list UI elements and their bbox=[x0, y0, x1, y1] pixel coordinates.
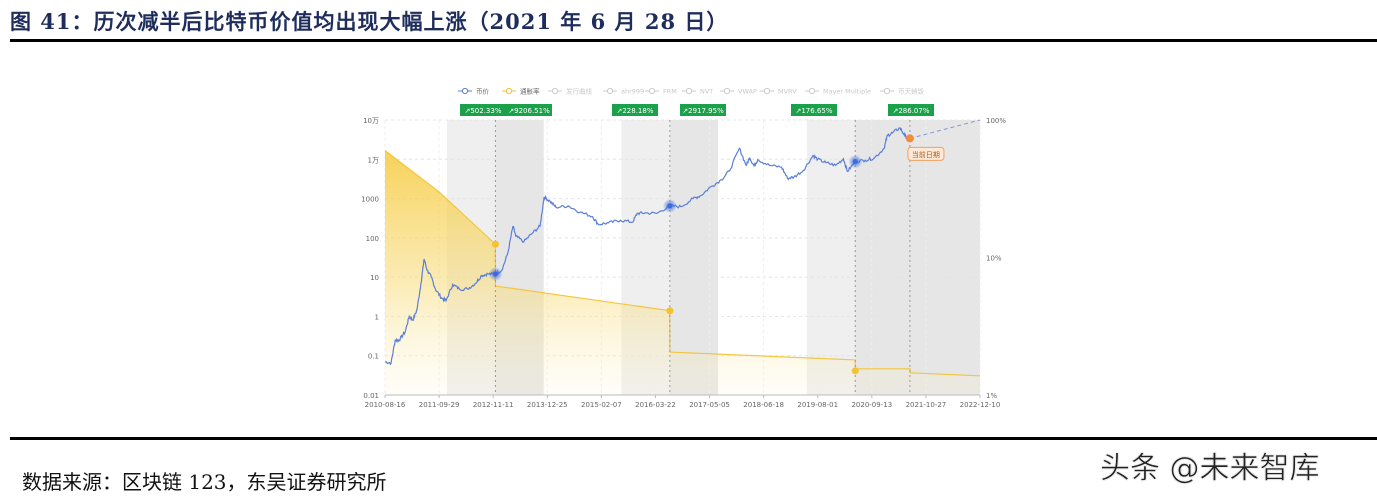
legend-symbol-icon bbox=[883, 87, 891, 95]
svg-text:MVRV: MVRV bbox=[778, 88, 797, 96]
svg-text:↗2917.95%: ↗2917.95% bbox=[682, 107, 724, 115]
svg-text:FRM: FRM bbox=[663, 88, 677, 96]
legend-item[interactable]: ahr999 bbox=[603, 88, 644, 96]
halving-band bbox=[855, 120, 980, 395]
svg-text:Mayer Multiple: Mayer Multiple bbox=[823, 88, 871, 96]
y-right-tick: 10% bbox=[986, 255, 1002, 263]
x-tick: 2017-05-05 bbox=[689, 401, 730, 409]
data-source: 数据来源：区块链 123，东吴证券研究所 bbox=[22, 470, 387, 494]
figure-title: 图 41：历次减半后比特币价值均出现大幅上涨（2021 年 6 月 28 日） bbox=[10, 9, 729, 34]
axes: 0.01 0.1 1 10 100 1000 1万 10万 1% 10% 100% 2010-08-1… bbox=[361, 117, 1006, 409]
legend-symbol-icon bbox=[808, 87, 816, 95]
legend-item[interactable]: Mayer Multiple bbox=[805, 88, 871, 96]
y-left-tick: 0.1 bbox=[368, 353, 379, 361]
top-rule bbox=[10, 39, 1377, 42]
bitcoin-halving-chart: 当前日期 0.01 0.1 1 10 100 1000 1万 10万 1% 10% 100% 2010… bbox=[361, 87, 1006, 410]
current-date-marker[interactable] bbox=[905, 134, 914, 143]
y-left-tick: 0.01 bbox=[363, 392, 379, 400]
svg-text:币天销毁: 币天销毁 bbox=[898, 87, 925, 96]
legend-item[interactable]: MVRV bbox=[760, 88, 797, 96]
halving-band bbox=[669, 120, 719, 395]
gain-badge: ↗286.07% bbox=[888, 104, 934, 116]
y-right-tick: 100% bbox=[986, 117, 1006, 125]
legend-item[interactable]: 币天销毁 bbox=[880, 87, 925, 96]
legend-item[interactable]: 币价 bbox=[458, 88, 490, 96]
bottom-rule bbox=[10, 437, 1377, 440]
svg-text:↗9206.51%: ↗9206.51% bbox=[508, 107, 550, 115]
legend-symbol-icon bbox=[648, 87, 656, 95]
gain-badge: ↗176.65% bbox=[791, 104, 837, 116]
halving-inflation-marker[interactable] bbox=[851, 367, 859, 375]
legend-symbol-icon bbox=[461, 87, 469, 95]
legend-item[interactable]: VWAP bbox=[720, 88, 757, 96]
x-tick: 2022-12-10 bbox=[960, 401, 1001, 409]
svg-text:发行曲线: 发行曲线 bbox=[566, 87, 593, 96]
y-left-tick: 100 bbox=[366, 235, 379, 243]
watermark: 头条 @未来智库 bbox=[1100, 451, 1320, 487]
svg-text:VWAP: VWAP bbox=[738, 88, 757, 96]
x-tick: 2021-10-27 bbox=[906, 401, 947, 409]
price-line bbox=[384, 119, 981, 366]
x-tick: 2019-08-01 bbox=[797, 401, 838, 409]
x-tick: 2015-02-07 bbox=[581, 401, 622, 409]
legend-item[interactable]: NVT bbox=[682, 88, 713, 96]
svg-text:↗228.18%: ↗228.18% bbox=[616, 107, 653, 115]
svg-text:通胀率: 通胀率 bbox=[520, 87, 540, 96]
halving-markers: 当前日期 bbox=[488, 134, 945, 375]
y-left-tick: 1 bbox=[375, 313, 379, 321]
legend-item[interactable]: FRM bbox=[645, 88, 677, 96]
x-tick: 2013-12-25 bbox=[527, 401, 568, 409]
svg-text:NVT: NVT bbox=[700, 88, 713, 96]
y-left-tick: 10万 bbox=[363, 117, 379, 125]
halving-band bbox=[806, 120, 856, 395]
gain-badge: ↗9206.51% bbox=[506, 104, 552, 116]
gain-badge: ↗2917.95% bbox=[680, 104, 726, 116]
halving-inflation-marker[interactable] bbox=[666, 307, 674, 315]
legend-item[interactable]: 发行曲线 bbox=[548, 87, 593, 96]
gain-badges: ↗502.33% ↗9206.51% ↗228.18% ↗2917.95% ↗176.6… bbox=[460, 104, 934, 116]
svg-text:ahr999: ahr999 bbox=[621, 88, 644, 96]
y-left-tick: 1000 bbox=[361, 196, 379, 204]
svg-text:币价: 币价 bbox=[476, 88, 490, 96]
svg-text:↗176.65%: ↗176.65% bbox=[795, 107, 832, 115]
y-right-tick: 1% bbox=[986, 392, 997, 400]
legend-symbol-icon bbox=[763, 87, 771, 95]
legend-symbol-icon bbox=[551, 87, 559, 95]
y-left-tick: 1万 bbox=[368, 156, 379, 164]
x-tick: 2020-09-13 bbox=[851, 401, 892, 409]
x-tick: 2016-03-22 bbox=[635, 401, 676, 409]
svg-text:↗502.33%: ↗502.33% bbox=[464, 107, 501, 115]
x-tick: 2010-08-16 bbox=[365, 401, 406, 409]
current-date-label-box bbox=[907, 146, 945, 161]
halving-bands bbox=[447, 120, 980, 395]
current-date-label: 当前日期 bbox=[912, 150, 940, 159]
gain-badge: ↗228.18% bbox=[612, 104, 658, 116]
chart-legend[interactable]: 币价 通胀率 发行曲线 ahr999 FRM NVT VWAP MVRV Mayer Multi… bbox=[458, 87, 925, 96]
legend-item[interactable]: 通胀率 bbox=[502, 87, 540, 96]
gain-badge: ↗502.33% bbox=[460, 104, 506, 116]
x-tick: 2012-11-11 bbox=[473, 401, 514, 409]
y-left-tick: 10 bbox=[370, 274, 379, 282]
chart-container: 当前日期 0.01 0.1 1 10 100 1000 1万 10万 1% 10% 100% 2010… bbox=[340, 80, 1020, 415]
legend-symbol-icon bbox=[723, 87, 731, 95]
halving-inflation-marker[interactable] bbox=[491, 240, 499, 248]
legend-symbol-icon bbox=[606, 87, 614, 95]
legend-symbol-icon bbox=[505, 87, 513, 95]
x-tick: 2018-06-18 bbox=[743, 401, 784, 409]
legend-symbol-icon bbox=[685, 87, 693, 95]
x-tick: 2011-09-29 bbox=[419, 401, 460, 409]
svg-text:↗286.07%: ↗286.07% bbox=[892, 107, 929, 115]
